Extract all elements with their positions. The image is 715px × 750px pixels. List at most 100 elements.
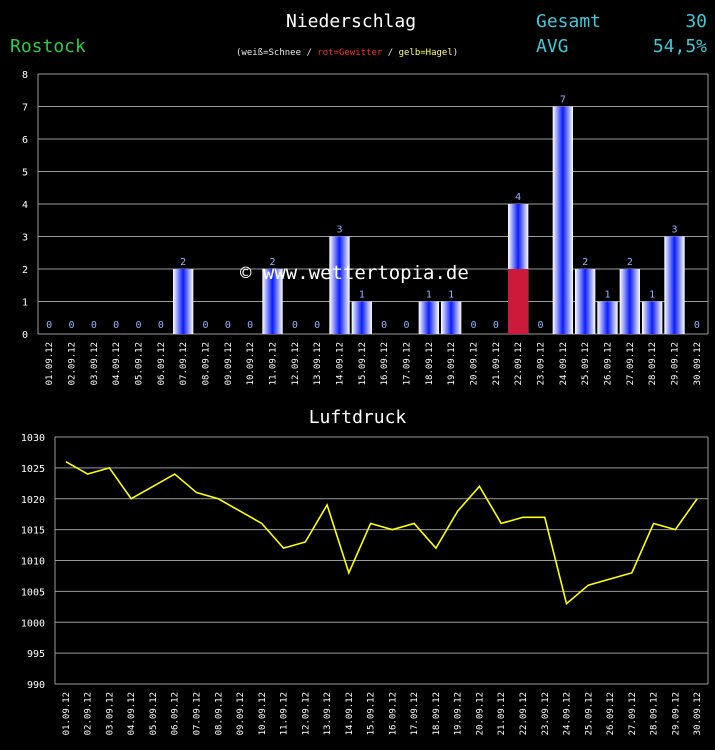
line-x-tick-label: 12.09.12 xyxy=(301,692,311,735)
line-y-tick-label: 1000 xyxy=(21,618,45,629)
average-label: AVG xyxy=(536,36,569,57)
bar-x-tick-label: 29.09.12 xyxy=(671,342,681,385)
line-x-tick-label: 09.09.12 xyxy=(236,692,246,735)
line-x-tick-label: 14.09.12 xyxy=(345,692,355,735)
bar-data-label: 0 xyxy=(470,320,476,331)
bar-data-label: 0 xyxy=(91,320,97,331)
bar-data-label: 0 xyxy=(247,320,253,331)
bar-x-tick-label: 28.09.12 xyxy=(648,342,658,385)
bar-data-label: 1 xyxy=(604,290,610,301)
bar-data-label: 0 xyxy=(225,320,231,331)
line-x-tick-label: 18.09.12 xyxy=(432,692,442,735)
bar-data-label: 0 xyxy=(403,320,409,331)
bar-data-label: 1 xyxy=(448,290,454,301)
line-x-tick-label: 30.09.12 xyxy=(693,692,703,735)
line-y-tick-label: 1015 xyxy=(21,526,45,537)
bar-x-tick-label: 08.09.12 xyxy=(202,342,212,385)
precipitation-bar xyxy=(664,236,685,334)
bar-x-tick-label: 02.09.12 xyxy=(68,342,78,385)
bar-x-tick-label: 11.09.12 xyxy=(269,342,279,385)
bar-data-label: 0 xyxy=(381,320,387,331)
line-x-tick-label: 26.09.12 xyxy=(606,692,616,735)
line-x-tick-label: 02.09.12 xyxy=(84,692,94,735)
line-y-tick-label: 995 xyxy=(27,649,45,660)
line-x-tick-label: 28.09.12 xyxy=(650,692,660,735)
pressure-series-line xyxy=(65,461,698,606)
bar-data-label: 0 xyxy=(46,320,52,331)
bar-data-label: 0 xyxy=(292,320,298,331)
line-y-tick-label: 1030 xyxy=(21,433,45,444)
bar-x-tick-label: 20.09.12 xyxy=(470,342,480,385)
bar-x-tick-label: 09.09.12 xyxy=(224,342,234,385)
bar-x-tick-label: 01.09.12 xyxy=(45,342,55,385)
bar-x-tick-label: 27.09.12 xyxy=(626,342,636,385)
line-x-tick-label: 25.09.12 xyxy=(584,692,594,735)
precipitation-bar xyxy=(441,301,462,334)
bar-x-tick-label: 04.09.12 xyxy=(112,342,122,385)
bar-x-tick-label: 12.09.12 xyxy=(291,342,301,385)
line-x-tick-label: 23.09.12 xyxy=(541,692,551,735)
line-x-tick-label: 24.09.12 xyxy=(563,692,573,735)
bar-data-label: 7 xyxy=(560,95,566,106)
bar-x-tick-label: 06.09.12 xyxy=(157,342,167,385)
bar-x-tick-label: 19.09.12 xyxy=(447,342,457,385)
bar-data-label: 1 xyxy=(649,290,655,301)
bar-data-label: 3 xyxy=(671,225,677,236)
line-x-tick-label: 20.09.12 xyxy=(475,692,485,735)
precipitation-bar xyxy=(329,236,350,334)
watermark: © www.wettertopia.de xyxy=(240,262,469,284)
precipitation-legend: (weiß=Schnee / rot=Gewitter / gelb=Hagel… xyxy=(236,48,458,58)
bar-x-tick-label: 26.09.12 xyxy=(604,342,614,385)
bar-data-label: 0 xyxy=(493,320,499,331)
bar-data-label: 2 xyxy=(180,257,186,268)
line-y-tick-label: 1020 xyxy=(21,495,45,506)
bar-x-tick-label: 22.09.12 xyxy=(514,342,524,385)
bar-data-label: 0 xyxy=(537,320,543,331)
precipitation-bar xyxy=(262,269,283,334)
bar-data-label: 0 xyxy=(113,320,119,331)
bar-y-tick-label: 8 xyxy=(22,70,28,81)
bar-x-tick-label: 17.09.12 xyxy=(403,342,413,385)
precipitation-bar xyxy=(418,301,439,334)
precipitation-bar xyxy=(597,301,618,334)
bar-data-label: 0 xyxy=(135,320,141,331)
precipitation-bar xyxy=(552,106,573,334)
line-x-tick-label: 03.09.12 xyxy=(105,692,115,735)
precipitation-chart: 0 1 2 3 4 5 6 7 8 0 01.09.12 0 02.09.12 0 03.09.12 0 04.… xyxy=(22,70,709,385)
bar-x-tick-label: 30.09.12 xyxy=(693,342,703,385)
bar-y-tick-label: 2 xyxy=(22,265,28,276)
bar-x-tick-label: 23.09.12 xyxy=(537,342,547,385)
precipitation-bar xyxy=(173,269,194,334)
bar-y-tick-label: 5 xyxy=(22,168,28,179)
station-name: Rostock xyxy=(10,36,86,57)
bar-data-label: 3 xyxy=(336,225,342,236)
line-x-tick-label: 10.09.12 xyxy=(258,692,268,735)
legend-text-1: (weiß=Schnee / xyxy=(236,48,318,58)
bar-x-tick-label: 25.09.12 xyxy=(581,342,591,385)
line-y-tick-label: 1005 xyxy=(21,587,45,598)
bar-y-tick-label: 6 xyxy=(22,135,28,146)
bar-y-tick-label: 7 xyxy=(22,103,28,114)
bar-y-tick-label: 0 xyxy=(22,330,28,341)
chart-title: Niederschlag xyxy=(286,11,417,32)
precipitation-bar xyxy=(642,301,663,334)
legend-hail: gelb=Hagel xyxy=(398,48,453,58)
line-y-tick-label: 990 xyxy=(27,680,45,691)
bar-y-tick-label: 1 xyxy=(22,298,28,309)
bar-x-tick-label: 15.09.12 xyxy=(358,342,368,385)
bar-data-label: 0 xyxy=(314,320,320,331)
total-label: Gesamt xyxy=(536,11,602,32)
bar-x-tick-label: 03.09.12 xyxy=(90,342,100,385)
line-x-tick-label: 15.09.12 xyxy=(367,692,377,735)
line-x-tick-label: 04.09.12 xyxy=(127,692,137,735)
precipitation-bar xyxy=(351,301,372,334)
bar-x-tick-label: 14.09.12 xyxy=(336,342,346,385)
legend-text-3: ) xyxy=(452,48,459,58)
bar-x-tick-label: 13.09.12 xyxy=(313,342,323,385)
thunder-bar-segment xyxy=(508,269,529,334)
bar-x-tick-label: 16.09.12 xyxy=(380,342,390,385)
bar-data-label: 0 xyxy=(694,320,700,331)
bar-x-tick-label: 05.09.12 xyxy=(135,342,145,385)
bar-y-tick-label: 3 xyxy=(22,233,28,244)
legend-text-2: / xyxy=(382,48,399,58)
